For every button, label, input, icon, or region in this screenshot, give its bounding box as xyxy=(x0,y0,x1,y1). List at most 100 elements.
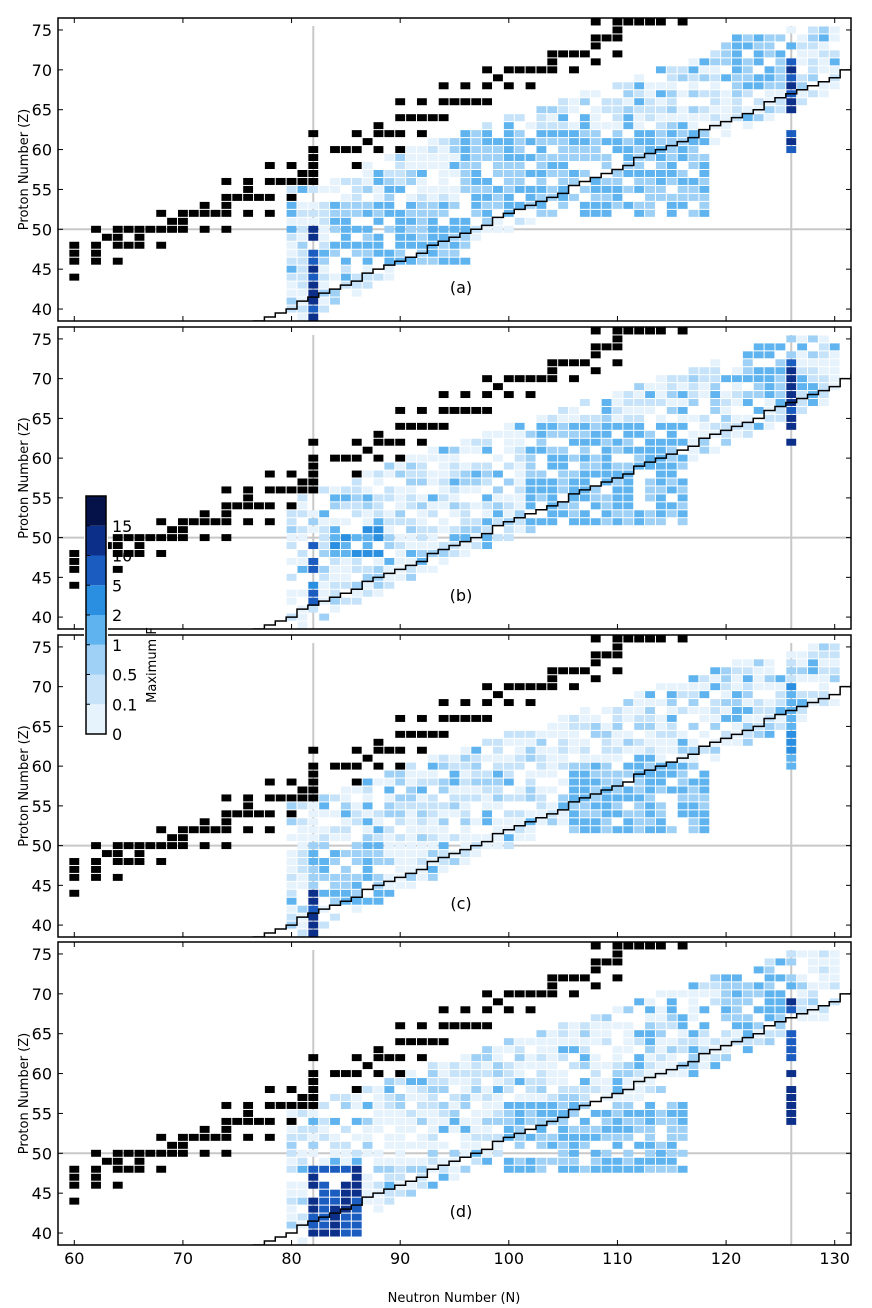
heat-cell xyxy=(558,122,569,130)
heat-cell xyxy=(829,367,840,375)
heat-cell xyxy=(645,794,655,802)
stable-nucleus xyxy=(134,241,145,249)
heat-cell xyxy=(645,770,655,778)
heat-cell xyxy=(634,699,645,707)
y-tick-label: 45 xyxy=(32,1184,52,1203)
heat-cell xyxy=(340,1221,351,1229)
heat-cell xyxy=(286,1165,297,1173)
heat-cell xyxy=(764,422,775,430)
heat-cell xyxy=(742,34,753,42)
heat-cell xyxy=(764,34,775,42)
heat-cell xyxy=(579,1030,590,1038)
heat-cell xyxy=(427,770,438,778)
heat-cell xyxy=(460,858,471,865)
stable-nucleus xyxy=(232,502,243,510)
heat-cell xyxy=(330,177,340,185)
stable-nucleus xyxy=(503,82,514,90)
stable-nucleus xyxy=(351,162,362,169)
heat-cell xyxy=(395,225,406,233)
heat-cell xyxy=(373,1157,384,1165)
heat-cell xyxy=(308,842,319,850)
heat-cell xyxy=(373,1165,384,1173)
heat-cell xyxy=(493,193,503,201)
stable-nucleus xyxy=(210,826,221,834)
heat-cell xyxy=(308,1125,319,1133)
stable-nucleus xyxy=(482,406,493,414)
heat-cell xyxy=(623,114,634,122)
heat-cell xyxy=(558,738,569,746)
heat-cell xyxy=(590,90,601,98)
heat-cell xyxy=(655,786,666,794)
heat-cell xyxy=(732,1014,742,1022)
stable-nucleus xyxy=(308,162,319,169)
heat-cell xyxy=(655,1038,666,1046)
heat-cell xyxy=(373,565,384,573)
heat-cell xyxy=(634,406,645,414)
colorbar-segment xyxy=(86,704,106,734)
heat-cell xyxy=(655,375,666,383)
heat-cell xyxy=(764,391,775,399)
stable-nucleus xyxy=(373,746,384,754)
heat-cell xyxy=(536,786,547,794)
heat-cell xyxy=(351,1157,362,1165)
heat-cell xyxy=(818,335,829,343)
heat-cell xyxy=(330,557,340,565)
stable-nucleus xyxy=(286,794,297,802)
heat-cell xyxy=(645,1006,655,1014)
heat-cell xyxy=(525,810,536,818)
heat-cell xyxy=(395,494,406,502)
heat-cell xyxy=(427,873,438,881)
heat-cell xyxy=(677,494,688,502)
heat-cell xyxy=(569,470,579,478)
heat-cell xyxy=(297,233,308,241)
stable-nucleus xyxy=(482,990,493,998)
heat-cell xyxy=(514,114,525,122)
heat-cell xyxy=(732,707,742,714)
heat-cell xyxy=(503,130,514,138)
stable-nucleus xyxy=(134,1165,145,1173)
stable-nucleus xyxy=(416,730,427,738)
heat-cell xyxy=(340,518,351,526)
stable-nucleus xyxy=(91,1149,101,1157)
heat-cell xyxy=(753,659,764,667)
heat-cell xyxy=(373,510,384,518)
heat-cell xyxy=(416,802,427,810)
heat-cell xyxy=(786,406,797,414)
heat-cell xyxy=(547,154,558,162)
heat-cell xyxy=(786,26,797,34)
heat-cell xyxy=(373,217,384,225)
heat-cell xyxy=(764,90,775,98)
heat-cell xyxy=(786,1109,797,1117)
heat-cell xyxy=(395,842,406,850)
colorbar-segment xyxy=(86,644,106,675)
heat-cell xyxy=(438,486,449,494)
heat-cell xyxy=(829,343,840,351)
heat-cell xyxy=(340,273,351,281)
heat-cell xyxy=(319,1165,330,1173)
heat-cell xyxy=(373,518,384,526)
stable-nucleus xyxy=(156,858,167,865)
heat-cell xyxy=(590,486,601,494)
stable-nucleus xyxy=(145,1149,156,1157)
heat-cell xyxy=(362,818,373,826)
heat-cell xyxy=(547,462,558,470)
heat-cell xyxy=(710,383,721,391)
stable-nucleus xyxy=(232,193,243,201)
stable-nucleus xyxy=(232,1117,243,1125)
heat-cell xyxy=(351,786,362,794)
heat-cell xyxy=(416,177,427,185)
stable-nucleus xyxy=(221,209,232,217)
heat-cell xyxy=(721,1054,732,1062)
heat-cell xyxy=(688,1046,699,1054)
heat-cell xyxy=(297,185,308,193)
heat-cell xyxy=(699,446,710,454)
heat-cell xyxy=(677,746,688,754)
heat-cell xyxy=(362,1133,373,1141)
x-axis-label: Neutron Number (N) xyxy=(388,1291,521,1306)
stable-nucleus xyxy=(569,667,579,675)
heat-cell xyxy=(460,778,471,786)
heat-cell xyxy=(558,406,569,414)
heat-cell xyxy=(351,897,362,905)
heat-cell xyxy=(797,391,808,399)
stable-nucleus xyxy=(373,454,384,462)
